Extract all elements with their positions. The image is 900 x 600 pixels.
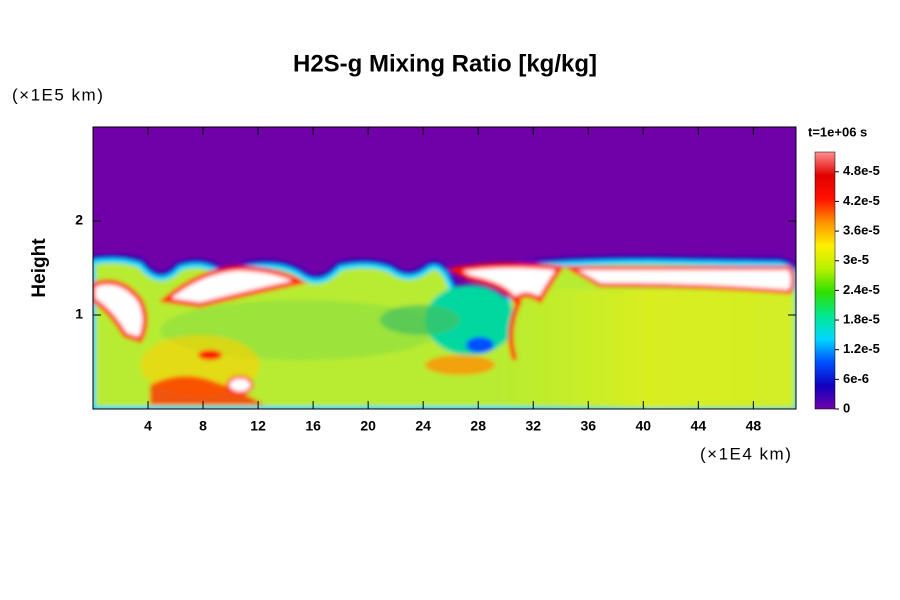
colorbar-tick-label: 1.2e-5 [843,341,880,356]
field-region [93,279,148,344]
y-axis-label: Height [29,238,50,298]
colorbar-tick-label: 3e-5 [843,252,869,267]
x-tick-label: 16 [305,418,321,434]
x-tick-label: 8 [199,418,207,434]
field [93,127,796,409]
x-tick-label: 4 [144,418,152,434]
x-tick-label: 20 [360,418,376,434]
colorbar-tick-label: 0 [843,400,850,415]
x-tick-label: 36 [580,418,596,434]
colorbar-tick-label: 2.4e-5 [843,282,880,297]
colorbar-tick-label: 1.8e-5 [843,311,880,326]
field-region [226,375,254,395]
field-region [425,285,515,355]
field-region [150,376,265,405]
colorbar-tick-label: 4.8e-5 [843,163,880,178]
x-tick-label: 24 [415,418,431,434]
colorbar [814,151,836,410]
y-tick-label: 1 [75,306,83,322]
colorbar-tick-label: 4.2e-5 [843,193,880,208]
x-tick-label: 40 [636,418,652,434]
plot-frame [92,126,797,410]
field-region [159,265,307,308]
field-region [562,266,795,295]
x-unit: (×1E4 km) [700,444,792,463]
field-region [198,350,222,360]
x-tick-label: 32 [525,418,541,434]
field-region [425,355,495,375]
field-region [500,290,796,409]
field-region [447,262,565,304]
field-region [508,298,523,361]
x-tick-label: 12 [250,418,266,434]
y-unit: (×1E5 km) [12,85,104,104]
chart-title: H2S-g Mixing Ratio [kg/kg] [293,50,597,77]
field-region [380,305,460,335]
colorbar-tick-label: 3.6e-5 [843,223,880,238]
field-region [466,337,494,353]
colorbar-tick-label: 6e-6 [843,371,869,386]
time-label: t=1e+06 s [808,124,867,139]
x-tick-label: 28 [470,418,486,434]
x-tick-label: 44 [691,418,707,434]
x-tick-label: 48 [746,418,762,434]
field-layers [93,254,796,409]
y-tick-label: 2 [75,212,83,228]
